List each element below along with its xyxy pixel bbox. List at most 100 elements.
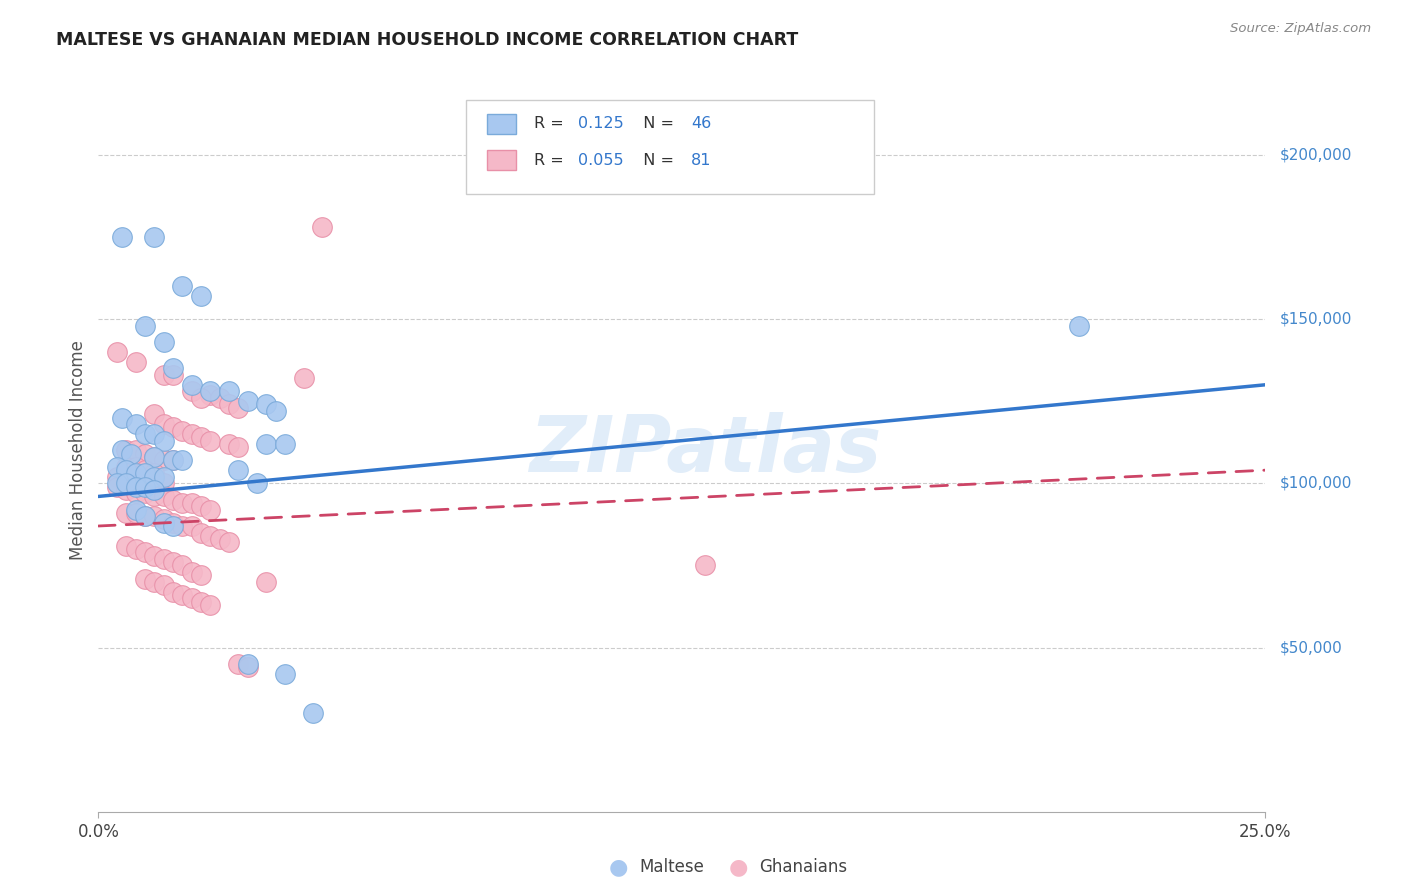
Point xyxy=(152,490,174,504)
Point xyxy=(256,397,278,411)
Point xyxy=(143,574,166,589)
Point xyxy=(218,437,240,451)
Point xyxy=(152,476,174,491)
Text: $100,000: $100,000 xyxy=(1279,475,1351,491)
Point xyxy=(125,486,148,500)
Text: R =: R = xyxy=(534,116,568,131)
Point xyxy=(180,519,202,533)
Point xyxy=(311,220,333,235)
Point xyxy=(264,404,287,418)
Point xyxy=(143,549,166,563)
Point xyxy=(228,401,250,415)
Point xyxy=(162,453,184,467)
Point xyxy=(172,279,194,293)
Point xyxy=(180,377,202,392)
FancyBboxPatch shape xyxy=(465,100,875,194)
Point xyxy=(256,437,278,451)
Point xyxy=(134,480,156,494)
Point xyxy=(695,558,717,573)
Text: ●: ● xyxy=(728,857,748,877)
Point xyxy=(172,519,194,533)
Point xyxy=(152,469,174,483)
Point xyxy=(180,496,202,510)
Point xyxy=(190,568,212,582)
Point xyxy=(115,506,138,520)
Point xyxy=(120,447,142,461)
Point xyxy=(256,574,278,589)
Point xyxy=(125,480,148,494)
Point xyxy=(152,417,174,432)
Point xyxy=(236,657,259,671)
Point xyxy=(125,506,148,520)
Point xyxy=(134,463,156,477)
Point xyxy=(200,387,222,401)
Point xyxy=(180,565,202,579)
Point xyxy=(218,535,240,549)
Point xyxy=(143,476,166,491)
Point xyxy=(134,467,156,481)
Point xyxy=(152,516,174,530)
Point xyxy=(152,434,174,448)
Point xyxy=(162,555,184,569)
Point xyxy=(125,473,148,487)
Point xyxy=(143,490,166,504)
Point xyxy=(162,516,184,530)
Point xyxy=(134,473,156,487)
Point xyxy=(162,519,184,533)
Point xyxy=(190,525,212,540)
Point xyxy=(111,443,134,458)
Point xyxy=(1067,318,1090,333)
Point xyxy=(125,502,148,516)
Point xyxy=(115,539,138,553)
Point xyxy=(143,483,166,497)
Point xyxy=(180,427,202,442)
Point xyxy=(162,584,184,599)
Point xyxy=(208,391,231,405)
FancyBboxPatch shape xyxy=(486,114,516,134)
Text: Source: ZipAtlas.com: Source: ZipAtlas.com xyxy=(1230,22,1371,36)
Point xyxy=(218,384,240,399)
Point xyxy=(246,476,269,491)
Point xyxy=(115,476,138,491)
Point xyxy=(143,407,166,421)
Point xyxy=(162,453,184,467)
Point xyxy=(134,447,156,461)
FancyBboxPatch shape xyxy=(486,150,516,170)
Point xyxy=(134,318,156,333)
Text: 0.055: 0.055 xyxy=(578,153,624,168)
Point xyxy=(152,368,174,382)
Point xyxy=(228,463,250,477)
Point xyxy=(274,437,297,451)
Point xyxy=(105,480,128,494)
Point xyxy=(134,572,156,586)
Point xyxy=(190,500,212,514)
Point xyxy=(125,355,148,369)
Point xyxy=(152,453,174,467)
Point xyxy=(143,230,166,244)
Point xyxy=(180,384,202,399)
Point xyxy=(208,532,231,546)
Point xyxy=(143,427,166,442)
Text: 46: 46 xyxy=(692,116,711,131)
Point xyxy=(190,430,212,444)
Point xyxy=(143,450,166,464)
Point xyxy=(125,443,148,458)
Point xyxy=(172,588,194,602)
Text: 81: 81 xyxy=(692,153,711,168)
Point xyxy=(125,541,148,556)
Point xyxy=(105,469,128,483)
Point xyxy=(134,427,156,442)
Text: Maltese: Maltese xyxy=(640,858,704,876)
Point xyxy=(236,394,259,409)
Text: N =: N = xyxy=(633,153,679,168)
Point xyxy=(162,361,184,376)
Point xyxy=(105,476,128,491)
Point xyxy=(115,483,138,497)
Point xyxy=(125,467,148,481)
Point xyxy=(172,558,194,573)
Point xyxy=(152,512,174,526)
Point xyxy=(200,434,222,448)
Text: ●: ● xyxy=(609,857,628,877)
Point xyxy=(152,334,174,349)
Point xyxy=(190,391,212,405)
